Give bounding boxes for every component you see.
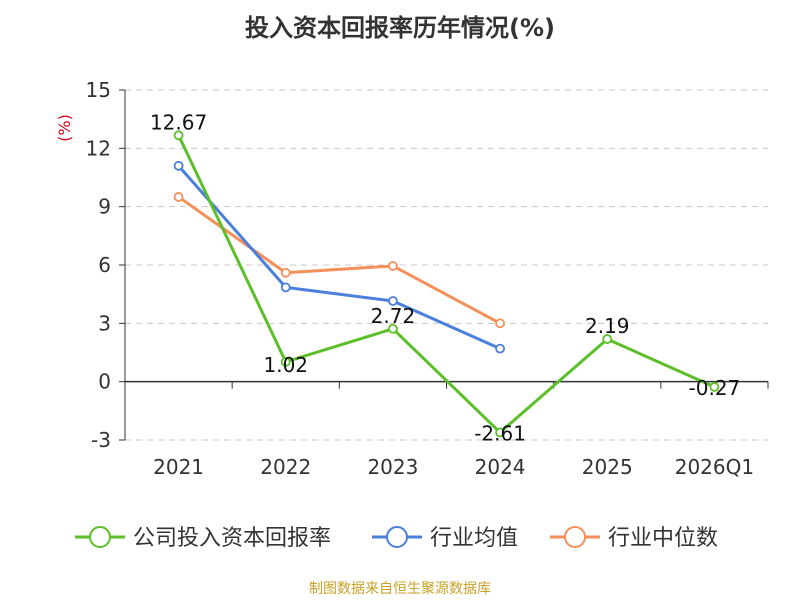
legend-item-label[interactable]: 行业均值 <box>430 526 518 551</box>
data-label: 2.72 <box>371 304 416 328</box>
data-point[interactable] <box>173 160 184 171</box>
data-point[interactable] <box>495 318 505 329</box>
source-note: 制图数据来自恒生聚源数据库 <box>309 581 491 597</box>
y-tick-label: 9 <box>98 195 111 219</box>
data-point[interactable] <box>709 382 720 392</box>
data-point[interactable] <box>280 282 291 293</box>
chart-title: 投入资本回报率历年情况(%) <box>245 14 555 42</box>
data-point[interactable] <box>495 343 505 354</box>
legend-item-label[interactable]: 公司投入资本回报率 <box>133 526 331 551</box>
axes: 15 12 9 6 3 0 -3 2021 2022 2023 2024 2025 2026Q1 (%) <box>55 78 769 479</box>
legend-swatch-marker <box>89 526 111 548</box>
y-tick-label: 12 <box>86 136 111 160</box>
data-label: 12.67 <box>150 110 207 134</box>
y-tick-label: 3 <box>98 311 111 335</box>
data-point[interactable] <box>388 261 398 271</box>
x-tick-label: 2026Q1 <box>675 455 754 479</box>
legend: 公司投入资本回报率 行业均值 行业中位数 <box>75 526 718 551</box>
x-tick-label: 2021 <box>153 455 204 479</box>
data-point[interactable] <box>495 427 505 438</box>
y-tick-label: 0 <box>98 370 111 394</box>
y-axis-label: (%) <box>55 114 74 142</box>
x-tick-label: 2023 <box>367 455 418 479</box>
x-tick-label: 2022 <box>260 455 311 479</box>
series-line <box>177 195 501 325</box>
x-tick-label: 2024 <box>475 455 526 479</box>
data-point[interactable] <box>602 334 613 344</box>
y-tick-label: 15 <box>86 78 111 102</box>
legend-item-label[interactable]: 行业中位数 <box>608 526 718 551</box>
data-point[interactable] <box>388 323 398 334</box>
y-tick-label: -3 <box>91 428 111 452</box>
y-tick-label: 6 <box>98 253 111 277</box>
data-label: -2.61 <box>474 421 526 445</box>
series-line <box>177 134 716 434</box>
data-point[interactable] <box>388 296 398 306</box>
legend-swatch-marker <box>564 526 586 548</box>
data-labels: 12.67 1.02 2.72 -2.61 2.19 -0.27 <box>150 110 740 445</box>
data-point[interactable] <box>173 130 184 141</box>
series-line <box>177 164 501 350</box>
data-points <box>173 130 720 438</box>
data-label: 2.19 <box>585 314 630 338</box>
data-point[interactable] <box>280 267 291 278</box>
x-tick-label: 2025 <box>582 455 633 479</box>
data-label: 1.02 <box>263 353 308 377</box>
legend-swatch-marker <box>386 526 408 548</box>
data-point[interactable] <box>173 192 184 202</box>
data-label: -0.27 <box>689 376 741 400</box>
data-point[interactable] <box>280 356 291 367</box>
series-lines <box>177 134 716 434</box>
